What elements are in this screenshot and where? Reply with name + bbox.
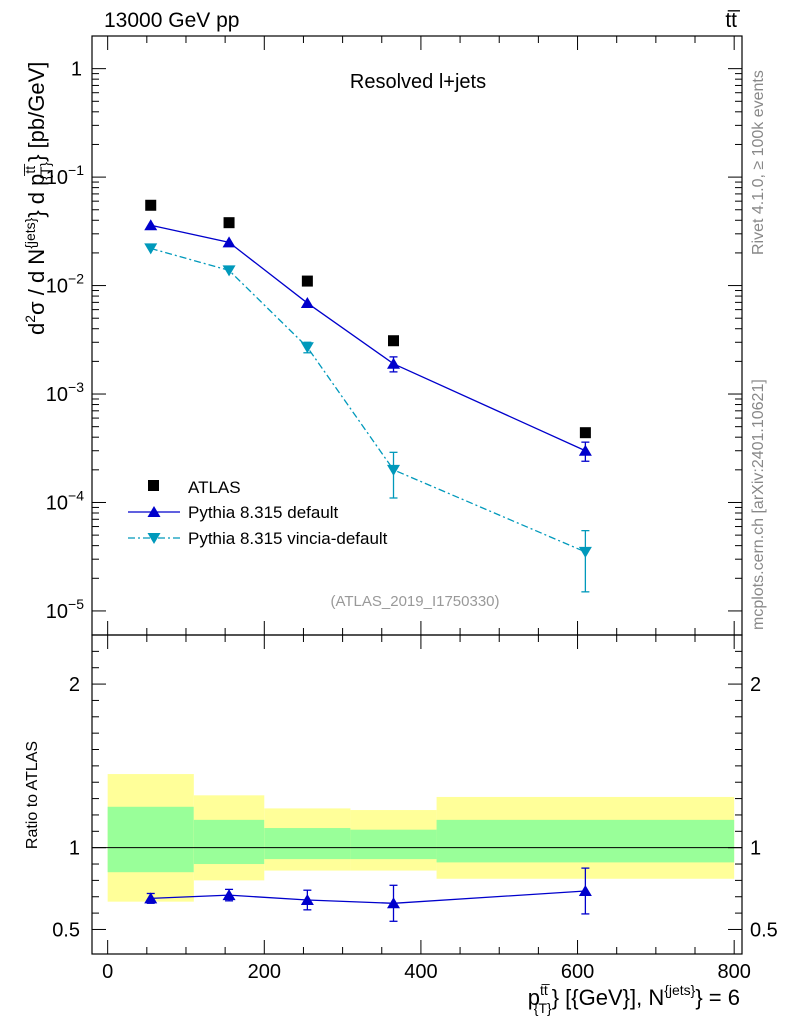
main-y-tick-label: 10−4 — [46, 487, 84, 514]
inplot-title: Resolved l+jets — [350, 71, 486, 93]
ratio-y-tick-label: 1 — [69, 838, 80, 860]
energy-label: 13000 GeV pp — [104, 9, 239, 32]
vincia-point — [144, 243, 158, 255]
ratio-inner-band — [436, 819, 735, 863]
legend-atlas-marker — [148, 480, 159, 491]
legend-default-marker — [147, 506, 161, 517]
mcplots-label: mcplots.cern.ch [arXiv:2401.10621] — [750, 379, 767, 630]
main-y-tick-label: 10−2 — [46, 271, 84, 298]
ratio-y-tick-label-right: 1 — [750, 838, 761, 860]
ratio-panel: 0.5 0.5 1 1 2 2 0 200 400 600 800 Ratio to ATLAS — [24, 634, 778, 983]
main-y-axis-label: d2σ / d N{jets}} d pt̅t̅{T}} [pb/GeV] — [22, 62, 53, 335]
ratio-panel-frame — [91, 634, 743, 955]
default-point — [300, 297, 314, 309]
legend-atlas-label: ATLAS — [188, 478, 241, 497]
x-tick-label: 0 — [102, 961, 113, 983]
vincia-point — [222, 265, 236, 277]
default-series-line — [150, 224, 586, 452]
ratio-default-point — [578, 885, 592, 897]
x-axis-label: ptt̅ {T}} [{GeV}], N{jets}} = 6 — [528, 982, 740, 1016]
ratio-default-point — [222, 889, 236, 901]
atlas-point — [388, 335, 400, 347]
atlas-point — [301, 275, 313, 287]
ratio-default-point — [387, 897, 401, 909]
analysis-id: (ATLAS_2019_I1750330) — [330, 593, 499, 610]
vincia-point — [387, 464, 401, 476]
legend-vincia-label: Pythia 8.315 vincia-default — [188, 529, 388, 548]
main-y-tick-label: 10−5 — [46, 596, 84, 623]
main-panel: 10−5 10−4 10−3 10−2 10−1 1 Resolved l+jets (A… — [22, 35, 743, 636]
ratio-inner-band — [350, 829, 437, 860]
ratio-inner-band — [264, 828, 351, 860]
legend-vincia-marker — [147, 533, 161, 544]
ratio-y-tick-label: 0.5 — [52, 919, 80, 941]
vincia-point — [300, 342, 314, 354]
rivet-version-label: Rivet 4.1.0, ≥ 100k events — [750, 70, 767, 255]
ratio-y-tick-label: 2 — [69, 674, 80, 696]
main-y-tick-label: 10−3 — [46, 379, 84, 406]
main-y-tick-label: 1 — [71, 59, 82, 81]
legend: ATLAS Pythia 8.315 default Pythia 8.315 … — [128, 478, 388, 548]
process-label: tt̅ — [725, 9, 741, 32]
atlas-point — [579, 427, 591, 439]
ratio-y-axis-label: Ratio to ATLAS — [24, 741, 41, 849]
x-tick-label: 800 — [717, 961, 750, 983]
ratio-inner-band — [193, 819, 265, 865]
default-point — [578, 444, 592, 456]
x-tick-label: 600 — [561, 961, 594, 983]
atlas-point — [145, 199, 157, 211]
main-y-tick-label: 10−1 — [46, 162, 84, 189]
legend-default-label: Pythia 8.315 default — [188, 503, 339, 522]
ratio-inner-band — [107, 806, 194, 873]
default-point — [222, 236, 236, 248]
x-tick-label: 400 — [404, 961, 437, 983]
vincia-point — [578, 546, 592, 558]
ratio-default-point — [144, 892, 158, 904]
ratio-default-point — [300, 894, 314, 906]
x-tick-label: 200 — [248, 961, 281, 983]
ratio-y-tick-label-right: 0.5 — [750, 919, 778, 941]
default-point — [387, 357, 401, 369]
ratio-y-tick-label-right: 2 — [750, 674, 761, 696]
ratio-default-line — [150, 890, 586, 904]
atlas-point — [223, 217, 235, 229]
default-point — [144, 219, 158, 231]
